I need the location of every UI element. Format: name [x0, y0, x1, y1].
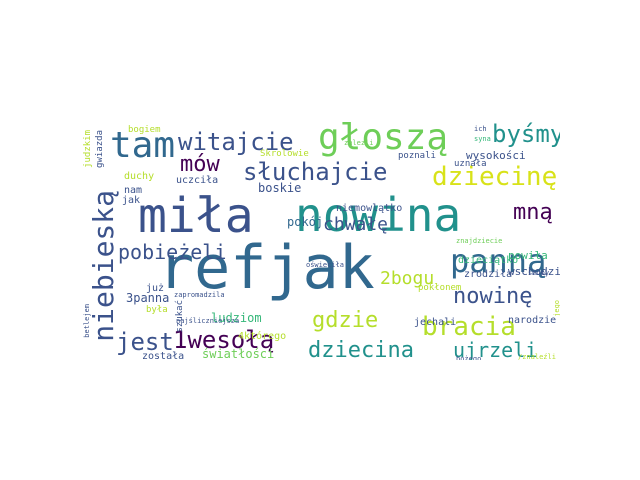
word-jest: jest — [116, 328, 174, 356]
word-oswiecila: oświeciła — [306, 261, 344, 269]
word-3panna: 3panna — [126, 291, 170, 305]
word-1wesola: 1wesołą — [173, 326, 275, 354]
word-ludziom: ludziom — [211, 311, 262, 325]
word-nam: nam — [124, 185, 143, 196]
word-chwale: chwałę — [323, 214, 389, 235]
word-zostala: została — [142, 351, 185, 361]
word-najsliczniejsza: najśliczniejsza — [176, 317, 240, 325]
word-ich: ich — [474, 125, 487, 133]
word-tam: tam — [110, 125, 176, 166]
word-syna: syna — [474, 135, 491, 143]
word-ujrzeli: ujrzeli — [453, 338, 538, 360]
word-pokoj: pokój — [287, 215, 324, 229]
word-zalezli: zalezli — [344, 139, 374, 147]
word-glosza: głoszą — [318, 120, 449, 158]
word-swiatlosci: światłości — [202, 347, 275, 360]
word-panna: panną — [450, 242, 547, 280]
word-betlejem: betlejem — [83, 304, 91, 338]
word-pobiezeli: pobieżeli — [118, 240, 227, 264]
word-znajdziecie: znajdziecie — [456, 237, 503, 245]
word-boskie: boskie — [258, 181, 302, 195]
word-nowina: nowina — [295, 188, 462, 242]
word-dzieciatko: dzieciątko — [458, 255, 519, 266]
word-judzkim: judzkim — [83, 130, 93, 168]
word-niebieska: niebieską — [87, 190, 120, 342]
word-zrodzila: zrodziła — [464, 269, 513, 280]
word-bogiem: bogiem — [128, 125, 161, 135]
word-niemowlatko: niemowlątko — [336, 203, 403, 214]
word-nowine: nowinę — [453, 284, 533, 309]
word-juz: już — [146, 283, 165, 294]
word-uznala: uznała — [454, 159, 487, 169]
word-szopy: szopy — [528, 269, 550, 277]
word-poznali: poznali — [398, 151, 436, 161]
word-gdzie: gdzie — [312, 308, 379, 333]
word-wschodzie: wschodzie — [508, 265, 560, 278]
word-jego: jego — [553, 300, 560, 317]
word-wysokosci: wysokości — [466, 149, 526, 162]
word-4ktorego: 4którego — [238, 331, 287, 342]
word-znalezli: /znaleźli — [518, 353, 556, 361]
word-mila: miła — [138, 188, 254, 244]
word-bysmy: byśmy — [492, 120, 560, 148]
word-poklonem: pokłonem — [418, 283, 462, 293]
word-uczcila: uczciła — [176, 175, 219, 186]
word-powila: powiła — [508, 249, 548, 262]
word-witajcie: witajcie — [178, 128, 294, 156]
word-gwiazda: gwiazda — [95, 130, 105, 168]
word-bracia: bracia — [422, 312, 516, 342]
word-dziecina: dziecina — [308, 338, 414, 361]
word-mna: mną — [513, 200, 553, 225]
word-mow: mów — [180, 152, 220, 177]
word-refjak: refjak — [158, 233, 375, 303]
word-2bogu: 2bogu — [380, 268, 435, 289]
word-jak: jak — [122, 195, 141, 206]
word-duchy: duchy — [124, 171, 155, 182]
word-narodzie: narodzie — [508, 315, 557, 326]
word-cloud: refjak miła nowina panną głoszą tam nieb… — [80, 120, 560, 360]
word-skrolowie: Skrolowie — [260, 149, 309, 159]
word-dziecine: dziecinę — [432, 162, 558, 192]
word-bozego: bożego — [456, 355, 482, 361]
word-zapromadzila: zapromadzila — [174, 291, 225, 299]
word-jechali: jechali — [414, 317, 457, 328]
word-sluchajcie: słuchajcie — [243, 158, 388, 186]
word-byla: była — [146, 305, 168, 315]
